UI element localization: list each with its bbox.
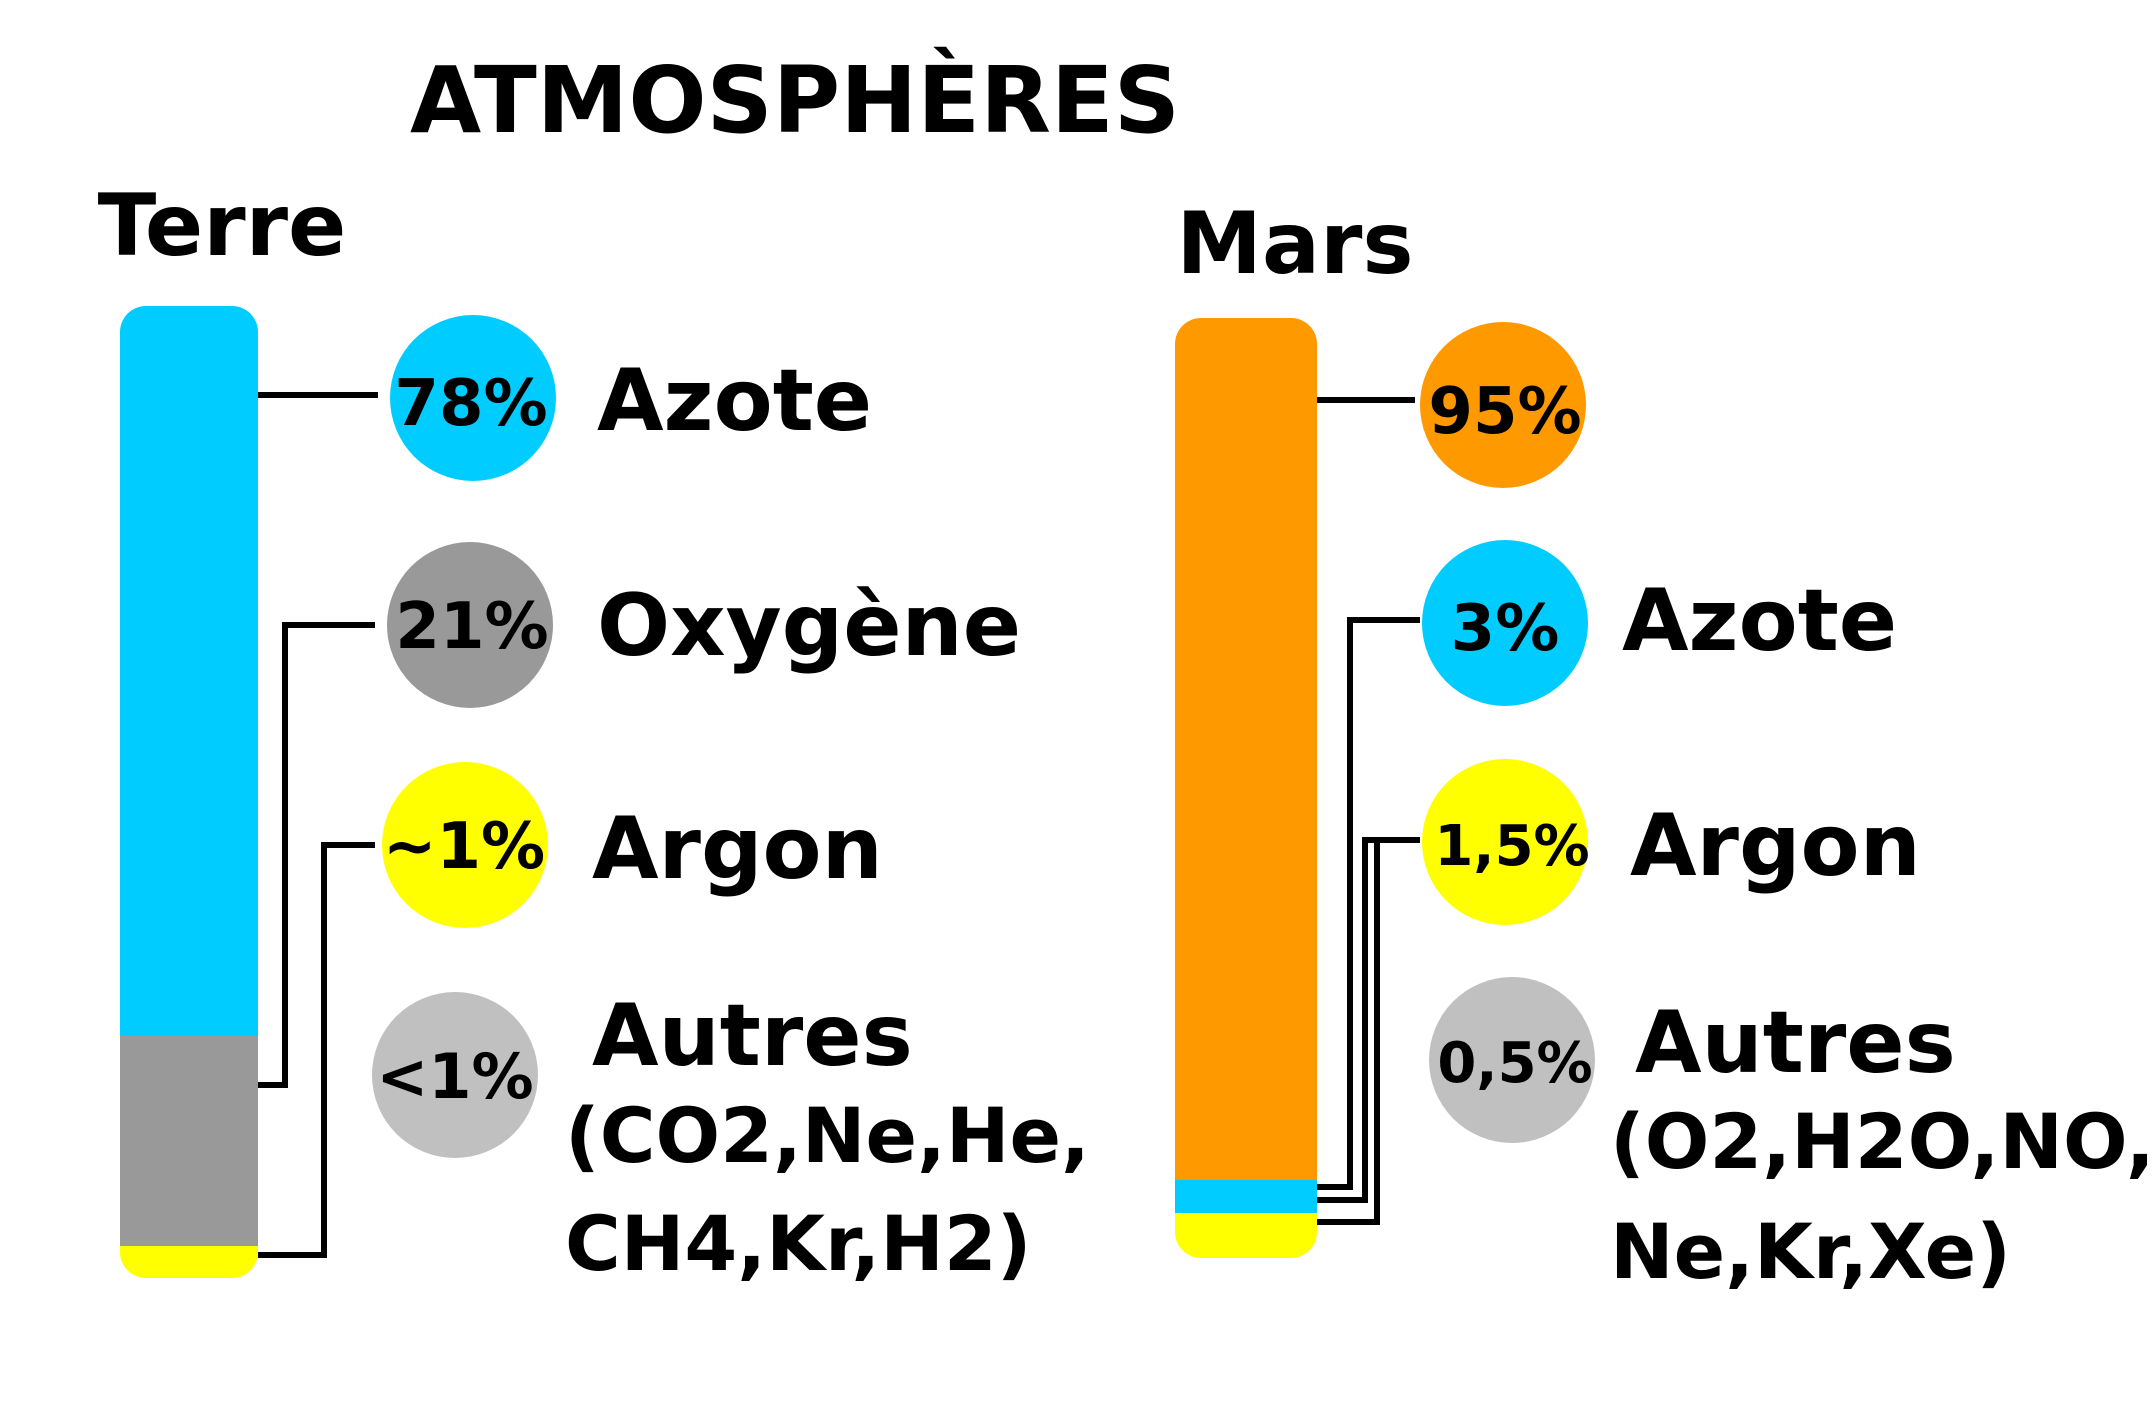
mars-argon-percent: 1,5% [1434,814,1589,879]
earth-argon-percent: ~1% [383,810,545,884]
earth-argon-circle [382,762,548,928]
mars-nitrogen-name: Azote [1622,571,1897,671]
mars-co2-percent: 95% [1428,375,1581,449]
connector-mars-argon-b [1317,840,1380,1225]
mars-nitrogen-circle [1422,540,1588,706]
mars-co2-circle [1420,322,1586,488]
mars-label: Mars [1176,194,1413,294]
mars-others-name: Autres [1635,993,1956,1093]
mars-nitrogen-percent: 3% [1451,592,1560,666]
connector-mars-nitrogen [1317,617,1420,1190]
mars-others-detail-1: (O2,H2O,NO, [1610,1097,2155,1186]
mars-connectors [1317,397,1420,1225]
mars-others-percent: 0,5% [1437,1031,1592,1096]
connector-mars-argon-a [1317,837,1420,1203]
mars-bar-nitrogen [1175,1180,1317,1213]
earth-bar-nitrogen [120,306,258,1036]
earth-bar-oxygen [120,1036,258,1246]
mars-bar-co2 [1175,318,1317,1180]
earth-others-name: Autres [592,986,913,1086]
connector-earth-argon [258,842,375,1258]
earth-oxygen-circle [387,542,553,708]
earth-nitrogen-name: Azote [597,351,872,451]
earth-bar-argon [120,1246,258,1278]
earth-nitrogen-circle [390,315,556,481]
earth-nitrogen-percent: 78% [394,367,547,441]
earth-argon-name: Argon [592,799,883,899]
mars-argon-circle [1422,759,1588,925]
earth-composition-bar [120,306,258,1278]
earth-connectors [258,392,378,1258]
earth-others-detail-2: CH4,Kr,H2) [565,1199,1031,1288]
mars-others-circle [1429,977,1595,1143]
earth-others-detail-1: (CO2,Ne,He, [565,1091,1090,1180]
mars-bar-argon [1175,1213,1317,1258]
earth-oxygen-name: Oxygène [597,576,1021,676]
earth-label: Terre [98,176,347,276]
mars-others-detail-2: Ne,Kr,Xe) [1610,1207,2011,1296]
earth-oxygen-percent: 21% [395,590,548,664]
earth-others-percent: <1% [376,1040,533,1113]
mars-argon-name: Argon [1630,796,1921,896]
mars-composition-bar [1175,318,1317,1258]
diagram-title: ATMOSPHÈRES [410,46,1180,154]
earth-others-circle [372,992,538,1158]
connector-earth-oxygen [258,622,375,1088]
